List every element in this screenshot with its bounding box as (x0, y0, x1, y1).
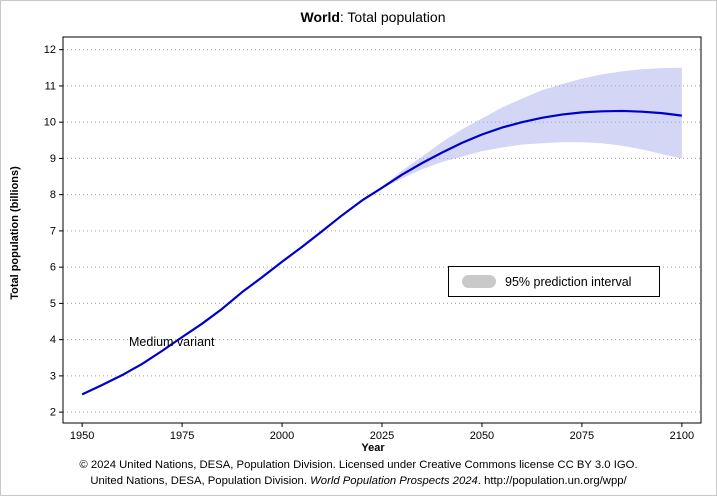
y-tick-label: 2 (50, 407, 56, 419)
chart-title-rest: : Total population (339, 9, 446, 25)
chart-title-region: World (300, 9, 340, 25)
y-tick-label: 9 (50, 153, 56, 165)
x-axis-label: Year (361, 442, 385, 454)
chart-title: World: Total population (41, 9, 705, 25)
y-tick-label: 12 (44, 44, 56, 56)
medium-variant-line (81, 109, 682, 396)
y-tick-label: 8 (50, 189, 56, 201)
footer-citation-source: World Population Prospects 2024 (310, 475, 478, 487)
prediction-interval-swatch-icon (462, 275, 496, 288)
x-tick-label: 1975 (170, 430, 194, 442)
y-tick-label: 6 (50, 262, 56, 274)
y-tick-label: 7 (50, 225, 56, 237)
footer-copyright: © 2024 United Nations, DESA, Population … (79, 459, 638, 471)
x-tick-label: 1950 (70, 430, 94, 442)
x-tick-label: 2025 (370, 430, 394, 442)
x-tick-label: 2050 (470, 430, 494, 442)
y-tick-label: 3 (50, 370, 56, 382)
y-axis-label: Total population (billions) (9, 166, 21, 300)
y-tick-label: 11 (45, 80, 56, 92)
total-population-line-chart: 2 3 4 5 6 7 8 9 10 11 12 1950 1975 2000 2025 2050 2075 21… (44, 36, 702, 442)
footer-citation: United Nations, DESA, Population Divisio… (1, 473, 716, 489)
x-tick-label: 2075 (570, 430, 594, 442)
medium-variant-label: Medium variant (129, 335, 215, 349)
legend-label: 95% prediction interval (505, 274, 632, 289)
legend: 95% prediction interval (448, 266, 660, 297)
footer-citation-suffix: . http://population.un.org/wpp/ (477, 475, 627, 487)
prediction-interval-band (382, 67, 682, 189)
footer-citation-prefix: United Nations, DESA, Population Divisio… (90, 475, 311, 487)
x-tick-label: 2000 (270, 430, 294, 442)
x-tick-label: 2100 (670, 430, 694, 442)
y-tick-label: 5 (50, 298, 56, 310)
y-tick-label: 10 (44, 117, 56, 129)
y-tick-label: 4 (50, 334, 56, 346)
